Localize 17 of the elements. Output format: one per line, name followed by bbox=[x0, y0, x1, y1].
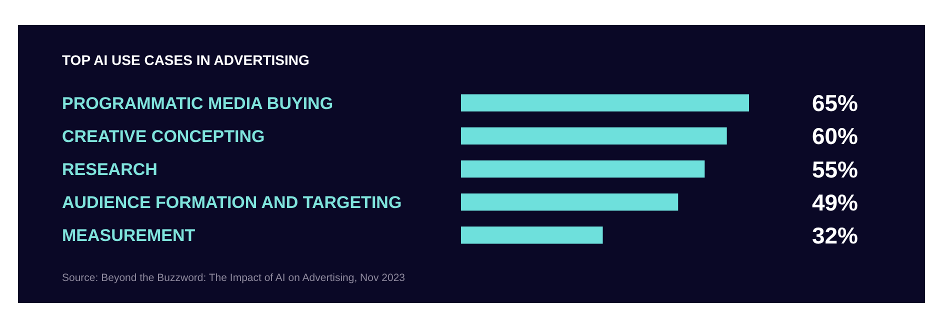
y-tick-label: AUDIENCE FORMATION AND TARGETING bbox=[62, 193, 402, 212]
source-note: Source: Beyond the Buzzword: The Impact of AI on Advertising, Nov 2023 bbox=[62, 272, 406, 284]
bar bbox=[461, 127, 727, 145]
text: TOP AI USE CASES IN ADVERTISING bbox=[62, 52, 310, 68]
bar bbox=[461, 160, 705, 178]
bar bbox=[461, 226, 603, 244]
y-tick-label: PROGRAMMATIC MEDIA BUYING bbox=[62, 94, 334, 113]
y-tick-label: CREATIVE CONCEPTING bbox=[62, 126, 265, 146]
data-label: 65% bbox=[812, 90, 858, 116]
data-label: 55% bbox=[812, 156, 858, 182]
bar bbox=[461, 94, 749, 112]
bar bbox=[461, 193, 678, 211]
data-label: 32% bbox=[812, 222, 858, 248]
data-label: 49% bbox=[812, 189, 858, 216]
y-tick-label: RESEARCH bbox=[62, 160, 158, 179]
data-label: 60% bbox=[812, 123, 858, 150]
y-tick-label: MEASUREMENT bbox=[62, 226, 196, 246]
